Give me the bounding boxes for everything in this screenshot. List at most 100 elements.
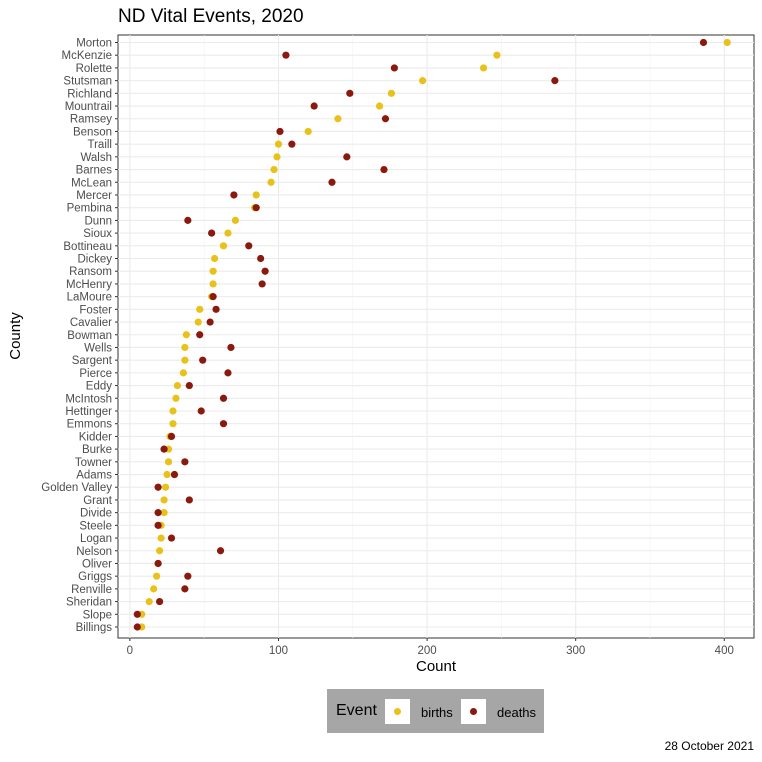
x-tick-label: 0 [127, 645, 133, 657]
deaths-point [346, 89, 354, 97]
deaths-point [551, 77, 559, 85]
deaths-point [160, 445, 168, 453]
y-axis-label: County [7, 312, 24, 360]
deaths-point [219, 420, 228, 428]
y-tick-label: Bowman [67, 330, 112, 342]
y-tick-label: McKenzie [62, 50, 113, 62]
y-tick-label: Cavalier [70, 317, 112, 329]
deaths-point [224, 369, 232, 377]
deaths-point [343, 153, 351, 161]
births-point [157, 534, 165, 542]
deaths-point [212, 305, 220, 313]
y-tick-label: McLean [71, 177, 112, 189]
births-point [304, 127, 312, 136]
y-tick-label: Sioux [83, 228, 112, 240]
births-point [169, 420, 177, 428]
legend-dot-births [394, 708, 401, 715]
y-tick-label: Kidder [79, 431, 112, 443]
deaths-point [154, 559, 162, 568]
y-tick-label: Richland [67, 88, 112, 100]
y-tick-label: Slope [83, 609, 112, 621]
x-axis-label: Count [416, 658, 457, 675]
births-point [231, 216, 239, 224]
y-tick-label: Barnes [76, 165, 113, 177]
births-point [169, 407, 177, 415]
births-point [145, 597, 153, 606]
deaths-point [167, 432, 176, 441]
births-point [479, 64, 488, 72]
x-tick-label: 400 [715, 645, 734, 657]
y-tick-label: McIntosh [65, 393, 112, 405]
y-tick-label: Morton [76, 38, 112, 50]
deaths-point [261, 267, 269, 275]
deaths-point [219, 394, 228, 402]
births-point [723, 38, 731, 47]
y-tick-label: Walsh [80, 152, 112, 164]
deaths-point [170, 470, 179, 479]
y-tick-label: Logan [80, 533, 112, 545]
births-point [150, 585, 158, 593]
deaths-point [208, 229, 216, 237]
y-tick-label: Mercer [76, 190, 112, 202]
deaths-point [154, 509, 162, 517]
births-point [163, 470, 171, 479]
y-tick-label: Dickey [77, 254, 112, 266]
y-tick-label: Sheridan [66, 597, 112, 609]
gridlines [118, 35, 754, 638]
y-tick-label: Rolette [76, 63, 112, 75]
y-tick-label: Emmons [67, 419, 113, 431]
births-point [219, 242, 228, 250]
y-tick-label: Burke [82, 444, 112, 456]
deaths-point [185, 496, 193, 504]
deaths-point [133, 623, 141, 631]
y-tick-label: Ramsey [70, 114, 112, 126]
births-point [161, 483, 170, 491]
deaths-point [310, 102, 318, 110]
y-tick-label: McHenry [66, 279, 112, 291]
births-point [181, 356, 189, 364]
deaths-point [257, 254, 265, 263]
deaths-point [133, 610, 141, 618]
deaths-point [328, 178, 336, 186]
births-point [172, 394, 180, 402]
y-tick-label: Nelson [76, 546, 112, 558]
births-point [274, 140, 283, 148]
legend-label-births: births [421, 705, 453, 720]
y-tick-label: Towner [75, 457, 112, 469]
deaths-point [181, 585, 189, 593]
births-point [160, 496, 168, 504]
births-point [179, 369, 187, 377]
deaths-point [252, 204, 260, 212]
deaths-point [390, 64, 398, 72]
deaths-point [227, 343, 235, 352]
y-tick-label: Sargent [72, 355, 113, 367]
deaths-point [185, 381, 193, 390]
deaths-point [154, 483, 162, 491]
births-point [164, 458, 173, 466]
deaths-point [288, 140, 296, 148]
births-point [209, 280, 217, 288]
births-point [387, 89, 396, 97]
births-point [273, 153, 281, 161]
y-tick-label: Oliver [82, 558, 112, 570]
deaths-point [196, 331, 204, 339]
y-tick-label: Grant [83, 495, 113, 507]
y-tick-label: Hettinger [65, 406, 112, 418]
births-point [173, 381, 182, 390]
legend-title: Event [336, 702, 377, 719]
deaths-point [230, 191, 238, 199]
y-tick-label: Ransom [69, 266, 112, 278]
deaths-point [276, 127, 284, 136]
date-caption: 28 October 2021 [664, 739, 754, 753]
deaths-point [199, 356, 207, 364]
deaths-point [216, 547, 225, 555]
y-tick-label: Billings [76, 622, 113, 634]
y-tick-label: LaMoure [67, 292, 112, 304]
births-point [419, 77, 427, 85]
y-tick-label: Traill [88, 139, 113, 151]
y-tick-label: Golden Valley [41, 482, 112, 494]
y-tick-label: Stutsman [63, 76, 112, 88]
deaths-point [181, 458, 189, 466]
y-tick-label: Divide [80, 508, 112, 520]
y-tick-label: Bottineau [63, 241, 112, 253]
